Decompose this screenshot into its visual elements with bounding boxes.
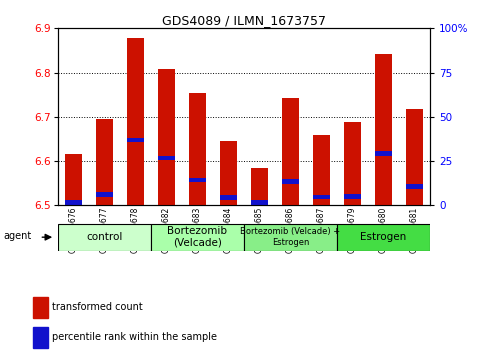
FancyBboxPatch shape (151, 224, 244, 251)
Bar (251, 200, 268, 205)
Bar (220, 141, 237, 205)
Bar (65, 154, 82, 205)
Bar (127, 138, 144, 142)
Bar (313, 135, 330, 205)
Bar (189, 93, 206, 205)
Bar (251, 168, 268, 205)
Bar (282, 179, 299, 184)
Bar (158, 69, 175, 205)
Bar (65, 200, 82, 205)
Bar (96, 119, 113, 205)
FancyBboxPatch shape (58, 224, 151, 251)
Text: percentile rank within the sample: percentile rank within the sample (53, 332, 217, 342)
Bar (375, 151, 392, 156)
Text: Estrogen: Estrogen (360, 232, 407, 242)
Bar (189, 178, 206, 182)
Bar (344, 194, 361, 199)
Text: Bortezomib
(Velcade): Bortezomib (Velcade) (168, 226, 227, 248)
Bar (344, 122, 361, 205)
Bar (127, 38, 144, 205)
Bar (158, 156, 175, 160)
Text: agent: agent (3, 231, 31, 241)
FancyBboxPatch shape (337, 224, 430, 251)
Title: GDS4089 / ILMN_1673757: GDS4089 / ILMN_1673757 (162, 14, 326, 27)
Bar (313, 195, 330, 199)
Text: control: control (86, 232, 123, 242)
Text: transformed count: transformed count (53, 302, 143, 312)
FancyBboxPatch shape (244, 224, 337, 251)
Bar (33, 327, 48, 348)
Bar (375, 53, 392, 205)
Bar (96, 193, 113, 197)
Bar (282, 98, 299, 205)
Bar (33, 297, 48, 318)
Bar (220, 195, 237, 200)
Text: Bortezomib (Velcade) +
Estrogen: Bortezomib (Velcade) + Estrogen (241, 228, 341, 247)
Bar (406, 109, 423, 205)
Bar (406, 184, 423, 188)
